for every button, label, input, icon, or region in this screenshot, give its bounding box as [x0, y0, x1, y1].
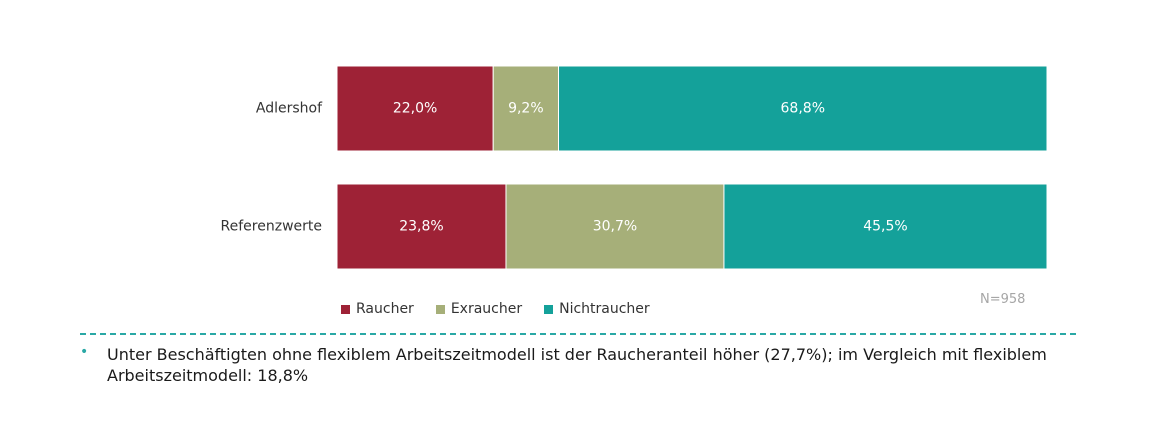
- bullet-icon: •: [80, 344, 89, 360]
- bar-segment-referenzwerte-exraucher: [505, 183, 725, 270]
- legend-swatch-nichtraucher: [544, 304, 554, 314]
- legend-label-nichtraucher: Nichtraucher: [559, 301, 650, 317]
- legend-label-raucher: Raucher: [356, 301, 414, 317]
- data-label-referenzwerte-raucher: 23,8%: [399, 219, 443, 235]
- chart-legend: Raucher Exraucher Nichtraucher: [341, 301, 672, 317]
- note-text: Unter Beschäftigten ohne flexiblem Arbei…: [107, 345, 1047, 385]
- category-label-adlershof: Adlershof: [256, 101, 323, 117]
- legend-swatch-raucher: [341, 304, 350, 314]
- sample-size-note: N=958: [980, 292, 1026, 307]
- data-label-adlershof-raucher: 22,0%: [393, 101, 437, 117]
- legend-swatch-exraucher: [435, 304, 445, 314]
- category-label-referenzwerte: Referenzwerte: [221, 219, 322, 235]
- bar-segment-adlershof-nichtraucher: [558, 65, 1048, 152]
- data-label-adlershof-nichtraucher: 68,8%: [781, 101, 825, 117]
- legend-item-exraucher: Exraucher: [435, 301, 523, 317]
- bar-segment-referenzwerte-raucher: [336, 183, 507, 270]
- data-label-adlershof-exraucher: 9,2%: [508, 101, 544, 117]
- bar-segment-adlershof-raucher: [336, 65, 494, 152]
- data-label-referenzwerte-exraucher: 30,7%: [593, 219, 637, 235]
- legend-label-exraucher: Exraucher: [450, 301, 523, 317]
- legend-item-nichtraucher: Nichtraucher: [544, 301, 650, 317]
- bar-segment-referenzwerte-nichtraucher: [723, 183, 1048, 270]
- dashed-divider: [80, 333, 1076, 335]
- bar-segment-adlershof-exraucher: [492, 65, 560, 152]
- stacked-bar-chart: Adlershof 22,0% 9,2% 68,8% Referenzwerte 23,8…: [221, 65, 1048, 270]
- data-label-referenzwerte-nichtraucher: 45,5%: [863, 219, 907, 235]
- legend-item-raucher: Raucher: [341, 301, 414, 317]
